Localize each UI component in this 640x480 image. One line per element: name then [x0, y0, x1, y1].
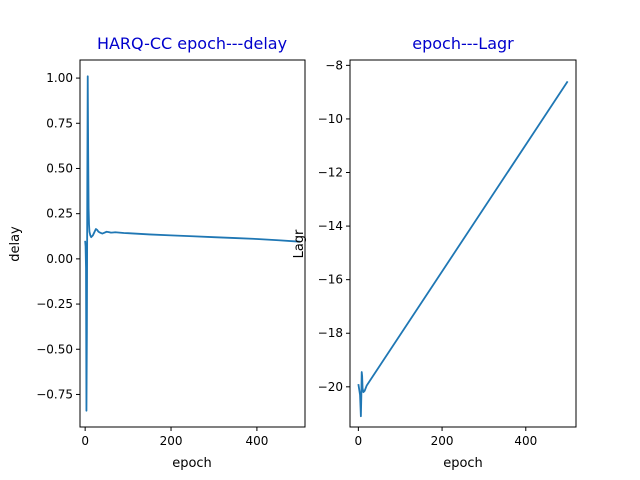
- lagr-chart-ticks: 0 200 400 −20 −18 −16 −14 −12 −10 −8: [318, 58, 538, 448]
- lagr-chart-xlabel: epoch: [443, 456, 483, 471]
- y-tick-label: 0.50: [46, 161, 73, 175]
- y-tick-label: 1.00: [46, 71, 73, 85]
- y-tick-label: −0.75: [36, 387, 73, 401]
- y-tick-label: −16: [318, 273, 343, 287]
- y-tick-label: −14: [318, 219, 343, 233]
- y-tick-label: 0.25: [46, 207, 73, 221]
- y-tick-label: −18: [318, 326, 343, 340]
- y-tick-label: −8: [325, 58, 343, 72]
- x-tick-label: 400: [245, 434, 268, 448]
- delay-chart-series-line: [84, 75, 300, 412]
- y-tick-label: −12: [318, 166, 343, 180]
- y-tick-label: −0.25: [36, 297, 73, 311]
- y-tick-label: −20: [318, 380, 343, 394]
- x-tick-label: 200: [431, 434, 454, 448]
- x-tick-label: 200: [160, 434, 183, 448]
- x-tick-label: 400: [514, 434, 537, 448]
- delay-chart-ylabel: delay: [8, 226, 23, 262]
- y-tick-label: −0.50: [36, 342, 73, 356]
- x-tick-label: 0: [355, 434, 363, 448]
- delay-chart-marks: [84, 75, 300, 412]
- lagr-chart-series-line: [357, 80, 569, 418]
- y-tick-label: 0.75: [46, 116, 73, 130]
- x-tick-label: 0: [81, 434, 89, 448]
- y-tick-label: 0.00: [46, 252, 73, 266]
- delay-chart: HARQ-CC epoch---delay epoch delay 0 200 40…: [8, 34, 306, 471]
- lagr-chart-title: epoch---Lagr: [412, 34, 514, 53]
- delay-chart-ticks: 0 200 400 −0.75 −0.50 −0.25 0.00 0.25 0.50 0.75 1.…: [36, 71, 268, 448]
- lagr-chart-frame: [349, 59, 577, 428]
- lagr-chart: epoch---Lagr epoch Lagr 0 200 400 −20 −18 −16…: [292, 34, 577, 471]
- lagr-chart-marks: [357, 80, 569, 418]
- delay-chart-frame: [79, 59, 306, 428]
- y-tick-label: −10: [318, 112, 343, 126]
- delay-chart-xlabel: epoch: [172, 456, 212, 471]
- delay-chart-title: HARQ-CC epoch---delay: [97, 34, 287, 53]
- lagr-chart-ylabel: Lagr: [292, 229, 307, 258]
